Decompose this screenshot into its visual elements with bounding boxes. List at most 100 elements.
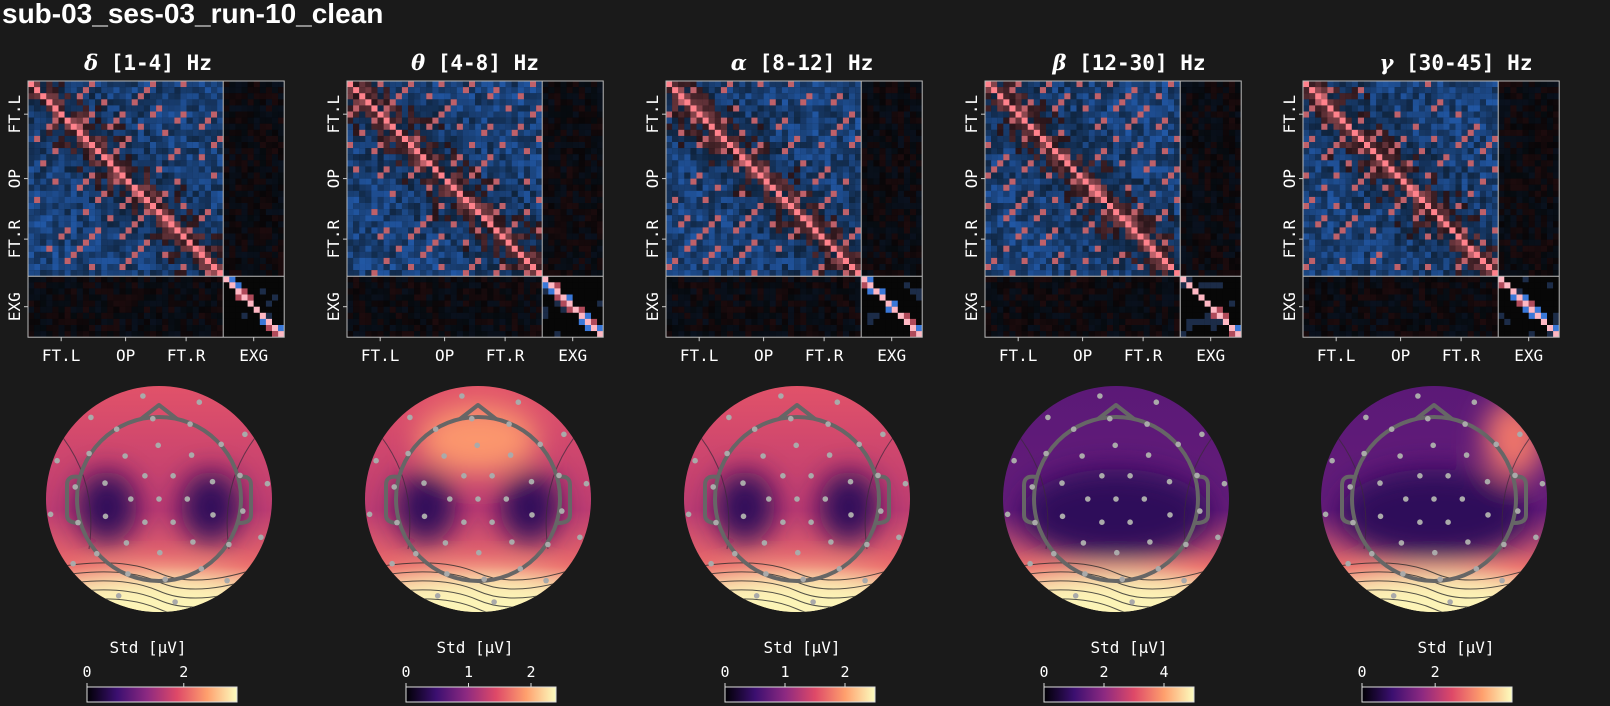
matrix-cell (174, 178, 181, 185)
matrix-cell (462, 129, 470, 137)
matrix-cell (371, 318, 378, 326)
matrix-cell (781, 239, 789, 246)
matrix-cell (70, 288, 77, 295)
matrix-cell (371, 251, 378, 259)
matrix-cell (554, 227, 561, 234)
matrix-cell (493, 270, 500, 277)
matrix-cell (259, 221, 267, 228)
y-tick-label: FT.R (5, 219, 24, 258)
matrix-cell (438, 87, 445, 94)
matrix-cell (107, 135, 114, 143)
matrix-cell (28, 99, 35, 106)
matrix-cell (168, 288, 175, 295)
matrix-cell (82, 318, 90, 326)
matrix-cell (253, 172, 260, 179)
matrix-cell (395, 288, 403, 295)
matrix-cell (383, 270, 390, 277)
matrix-cell (52, 251, 59, 259)
matrix-cell (365, 221, 372, 228)
electrode-dot (475, 496, 481, 502)
matrix-cell (389, 135, 396, 143)
matrix-cell (156, 318, 163, 326)
matrix-cell (52, 178, 59, 185)
matrix-cell (414, 135, 421, 143)
matrix-cell (89, 87, 96, 94)
matrix-cell (438, 215, 445, 222)
matrix-cell (733, 196, 740, 204)
matrix-cell (475, 123, 482, 130)
matrix-cell (58, 300, 65, 307)
matrix-cell (113, 172, 120, 179)
matrix-cell (818, 221, 825, 228)
matrix-cell (119, 190, 126, 198)
matrix-cell (830, 105, 837, 112)
matrix-cell (371, 221, 378, 228)
matrix-cell (469, 203, 476, 210)
matrix-cell (347, 196, 354, 204)
matrix-cell (781, 178, 789, 185)
matrix-cell (757, 221, 764, 228)
matrix-cell (432, 93, 439, 100)
matrix-cell (739, 81, 746, 88)
matrix-cell (836, 251, 844, 259)
matrix-cell (125, 142, 132, 149)
matrix-cell (259, 99, 267, 106)
matrix-cell (192, 166, 199, 173)
matrix-cell (572, 221, 579, 228)
matrix-cell (554, 166, 561, 173)
matrix-cell (578, 233, 586, 240)
matrix-cell (101, 318, 108, 326)
matrix-cell (800, 257, 807, 265)
matrix-cell (584, 245, 592, 252)
matrix-cell (794, 105, 801, 112)
matrix-cell (414, 276, 421, 283)
matrix-cell (897, 203, 905, 210)
matrix-cell (180, 215, 187, 222)
matrix-cell (499, 233, 506, 240)
matrix-cell (879, 184, 886, 191)
matrix-cell (204, 312, 212, 320)
matrix-cell (395, 184, 403, 191)
matrix-cell (572, 233, 579, 240)
matrix-cell (353, 123, 360, 130)
matrix-cell (82, 221, 90, 228)
matrix-cell (517, 227, 525, 234)
matrix-cell (812, 245, 819, 252)
matrix-cell (52, 257, 59, 265)
matrix-cell (162, 203, 169, 210)
matrix-cell (696, 93, 703, 100)
matrix-cell (505, 154, 512, 161)
matrix-cell (885, 203, 892, 210)
matrix-cell (462, 215, 470, 222)
matrix-cell (395, 306, 403, 313)
matrix-cell (156, 239, 163, 246)
matrix-cell (720, 196, 728, 204)
matrix-cell (353, 203, 360, 210)
matrix-cell (566, 227, 573, 234)
matrix-cell (554, 239, 561, 246)
matrix-cell (198, 196, 206, 204)
matrix-cell (812, 160, 819, 167)
matrix-cell (107, 239, 114, 246)
matrix-cell (70, 209, 77, 216)
matrix-cell (891, 135, 898, 143)
matrix-cell (597, 257, 604, 265)
matrix-cell (76, 154, 84, 161)
matrix-cell (511, 166, 518, 173)
matrix-cell (174, 245, 181, 252)
matrix-cell (247, 184, 254, 191)
matrix-cell (198, 160, 206, 167)
matrix-cell (903, 105, 911, 112)
matrix-cell (806, 239, 813, 246)
matrix-cell (763, 257, 770, 265)
matrix-cell (678, 105, 685, 112)
matrix-cell (714, 209, 722, 216)
matrix-cell (278, 300, 285, 307)
matrix-cell (678, 135, 685, 143)
matrix-cell (578, 166, 586, 173)
matrix-cell (58, 257, 65, 265)
matrix-cell (475, 306, 482, 313)
matrix-cell (229, 172, 236, 179)
matrix-cell (401, 282, 409, 289)
